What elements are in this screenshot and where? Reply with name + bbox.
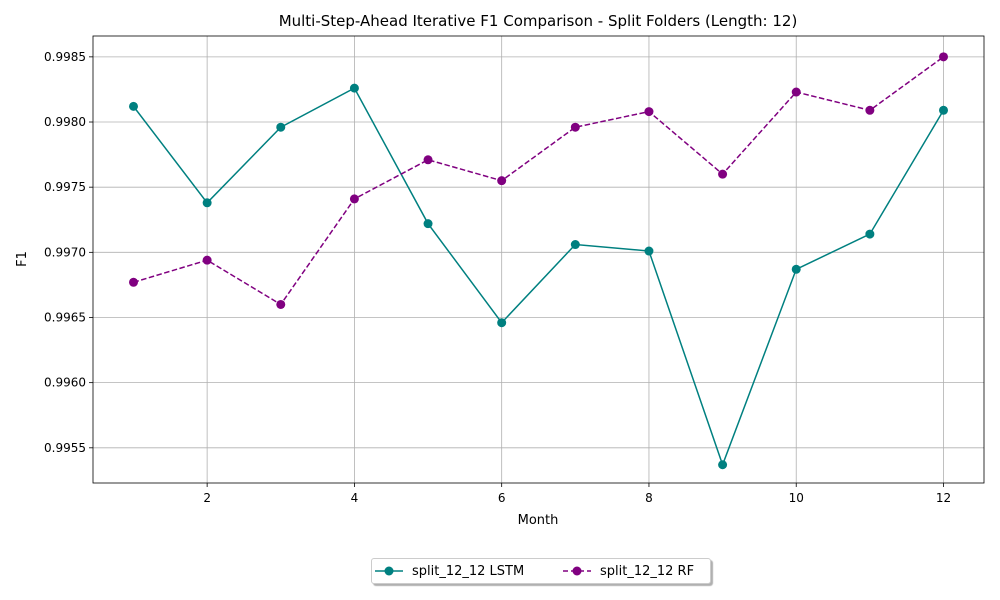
y-tick-label: 0.9970 <box>44 245 86 259</box>
data-point-series-0 <box>497 318 507 328</box>
data-point-series-0 <box>349 83 359 93</box>
data-point-series-1 <box>423 155 433 165</box>
data-point-series-1 <box>202 255 212 265</box>
data-point-series-1 <box>276 299 286 309</box>
legend-swatch-lstm <box>375 566 403 576</box>
legend-item-lstm: split_12_12 LSTM <box>374 559 524 583</box>
data-point-series-1 <box>791 87 801 97</box>
data-point-series-1 <box>718 169 728 179</box>
legend-swatch-rf <box>563 566 591 576</box>
data-point-series-0 <box>202 198 212 208</box>
data-point-series-0 <box>644 246 654 256</box>
data-point-series-1 <box>939 52 948 62</box>
data-point-series-1 <box>570 122 580 132</box>
data-point-series-1 <box>865 105 875 115</box>
data-point-series-0 <box>129 101 138 111</box>
series-layer <box>129 52 948 470</box>
x-tick-label: 8 <box>645 491 653 505</box>
data-point-series-0 <box>423 219 433 229</box>
data-point-series-0 <box>570 240 580 250</box>
data-point-series-0 <box>939 105 948 115</box>
y-tick-label: 0.9955 <box>44 441 86 455</box>
grid-lines <box>93 36 984 483</box>
data-point-series-0 <box>865 229 875 239</box>
data-point-series-1 <box>644 107 654 117</box>
y-axis-label: F1 <box>15 251 30 267</box>
x-axis-label: Month <box>518 513 559 528</box>
data-point-series-0 <box>791 264 801 274</box>
y-tick-label: 0.9980 <box>44 115 86 129</box>
x-tick-label: 12 <box>936 491 951 505</box>
x-tick-label: 10 <box>789 491 804 505</box>
legend: split_12_12 LSTM split_12_12 RF <box>371 558 711 584</box>
axes: 2 4 6 8 10 12 0.9955 0.9960 0.9965 0.9970 0.9975 0.… <box>44 35 985 505</box>
data-point-series-1 <box>349 194 359 204</box>
legend-label-lstm: split_12_12 LSTM <box>412 563 525 579</box>
data-point-series-1 <box>497 176 507 186</box>
series-line-0 <box>132 87 945 467</box>
legend-item-rf: split_12_12 RF <box>562 559 694 583</box>
data-point-series-0 <box>276 122 286 132</box>
chart-title: Multi-Step-Ahead Iterative F1 Comparison… <box>279 12 798 30</box>
y-tick-label: 0.9965 <box>44 310 86 324</box>
plot-frame <box>92 35 985 484</box>
legend-label-rf: split_12_12 RF <box>600 563 695 579</box>
series-line-1 <box>133 56 944 306</box>
y-tick-label: 0.9985 <box>44 50 86 64</box>
y-tick-label: 0.9975 <box>44 180 86 194</box>
x-tick-label: 4 <box>351 491 359 505</box>
data-point-series-1 <box>129 277 138 287</box>
y-tick-label: 0.9960 <box>44 376 86 390</box>
x-tick-label: 6 <box>498 491 506 505</box>
x-tick-label: 2 <box>203 491 211 505</box>
data-point-series-0 <box>718 460 728 470</box>
